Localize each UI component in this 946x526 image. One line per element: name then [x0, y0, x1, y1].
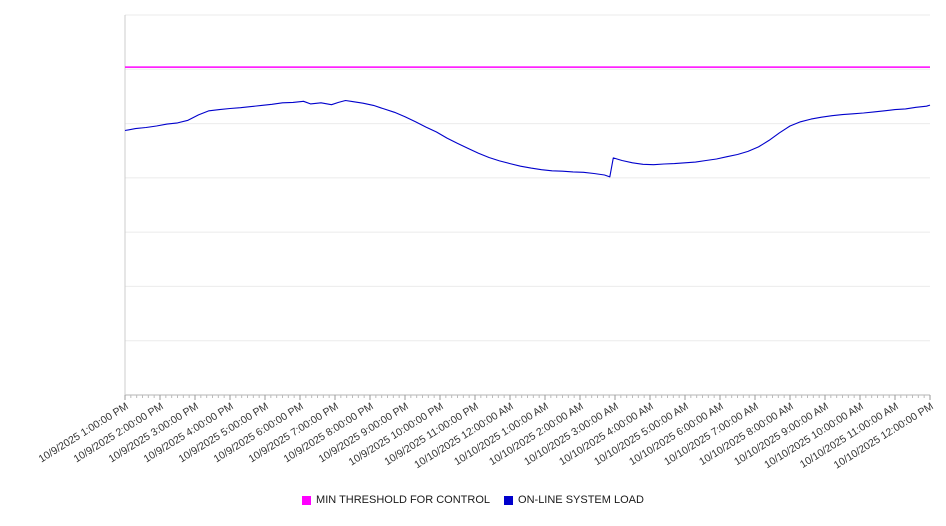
legend-label-threshold: MIN THRESHOLD FOR CONTROL: [316, 494, 491, 506]
load-line: [124, 99, 931, 178]
legend-label-load: ON-LINE SYSTEM LOAD: [518, 494, 644, 506]
legend: MIN THRESHOLD FOR CONTROL ON-LINE SYSTEM…: [0, 494, 946, 506]
legend-item-load: ON-LINE SYSTEM LOAD: [504, 494, 644, 506]
legend-item-threshold: MIN THRESHOLD FOR CONTROL: [302, 494, 490, 506]
chart-area: 10/9/2025 1:00:00 PM 10/9/2025 2:00:00 PM…: [37, 14, 936, 471]
load-swatch-icon: [504, 495, 514, 505]
threshold-swatch-icon: [302, 495, 312, 505]
